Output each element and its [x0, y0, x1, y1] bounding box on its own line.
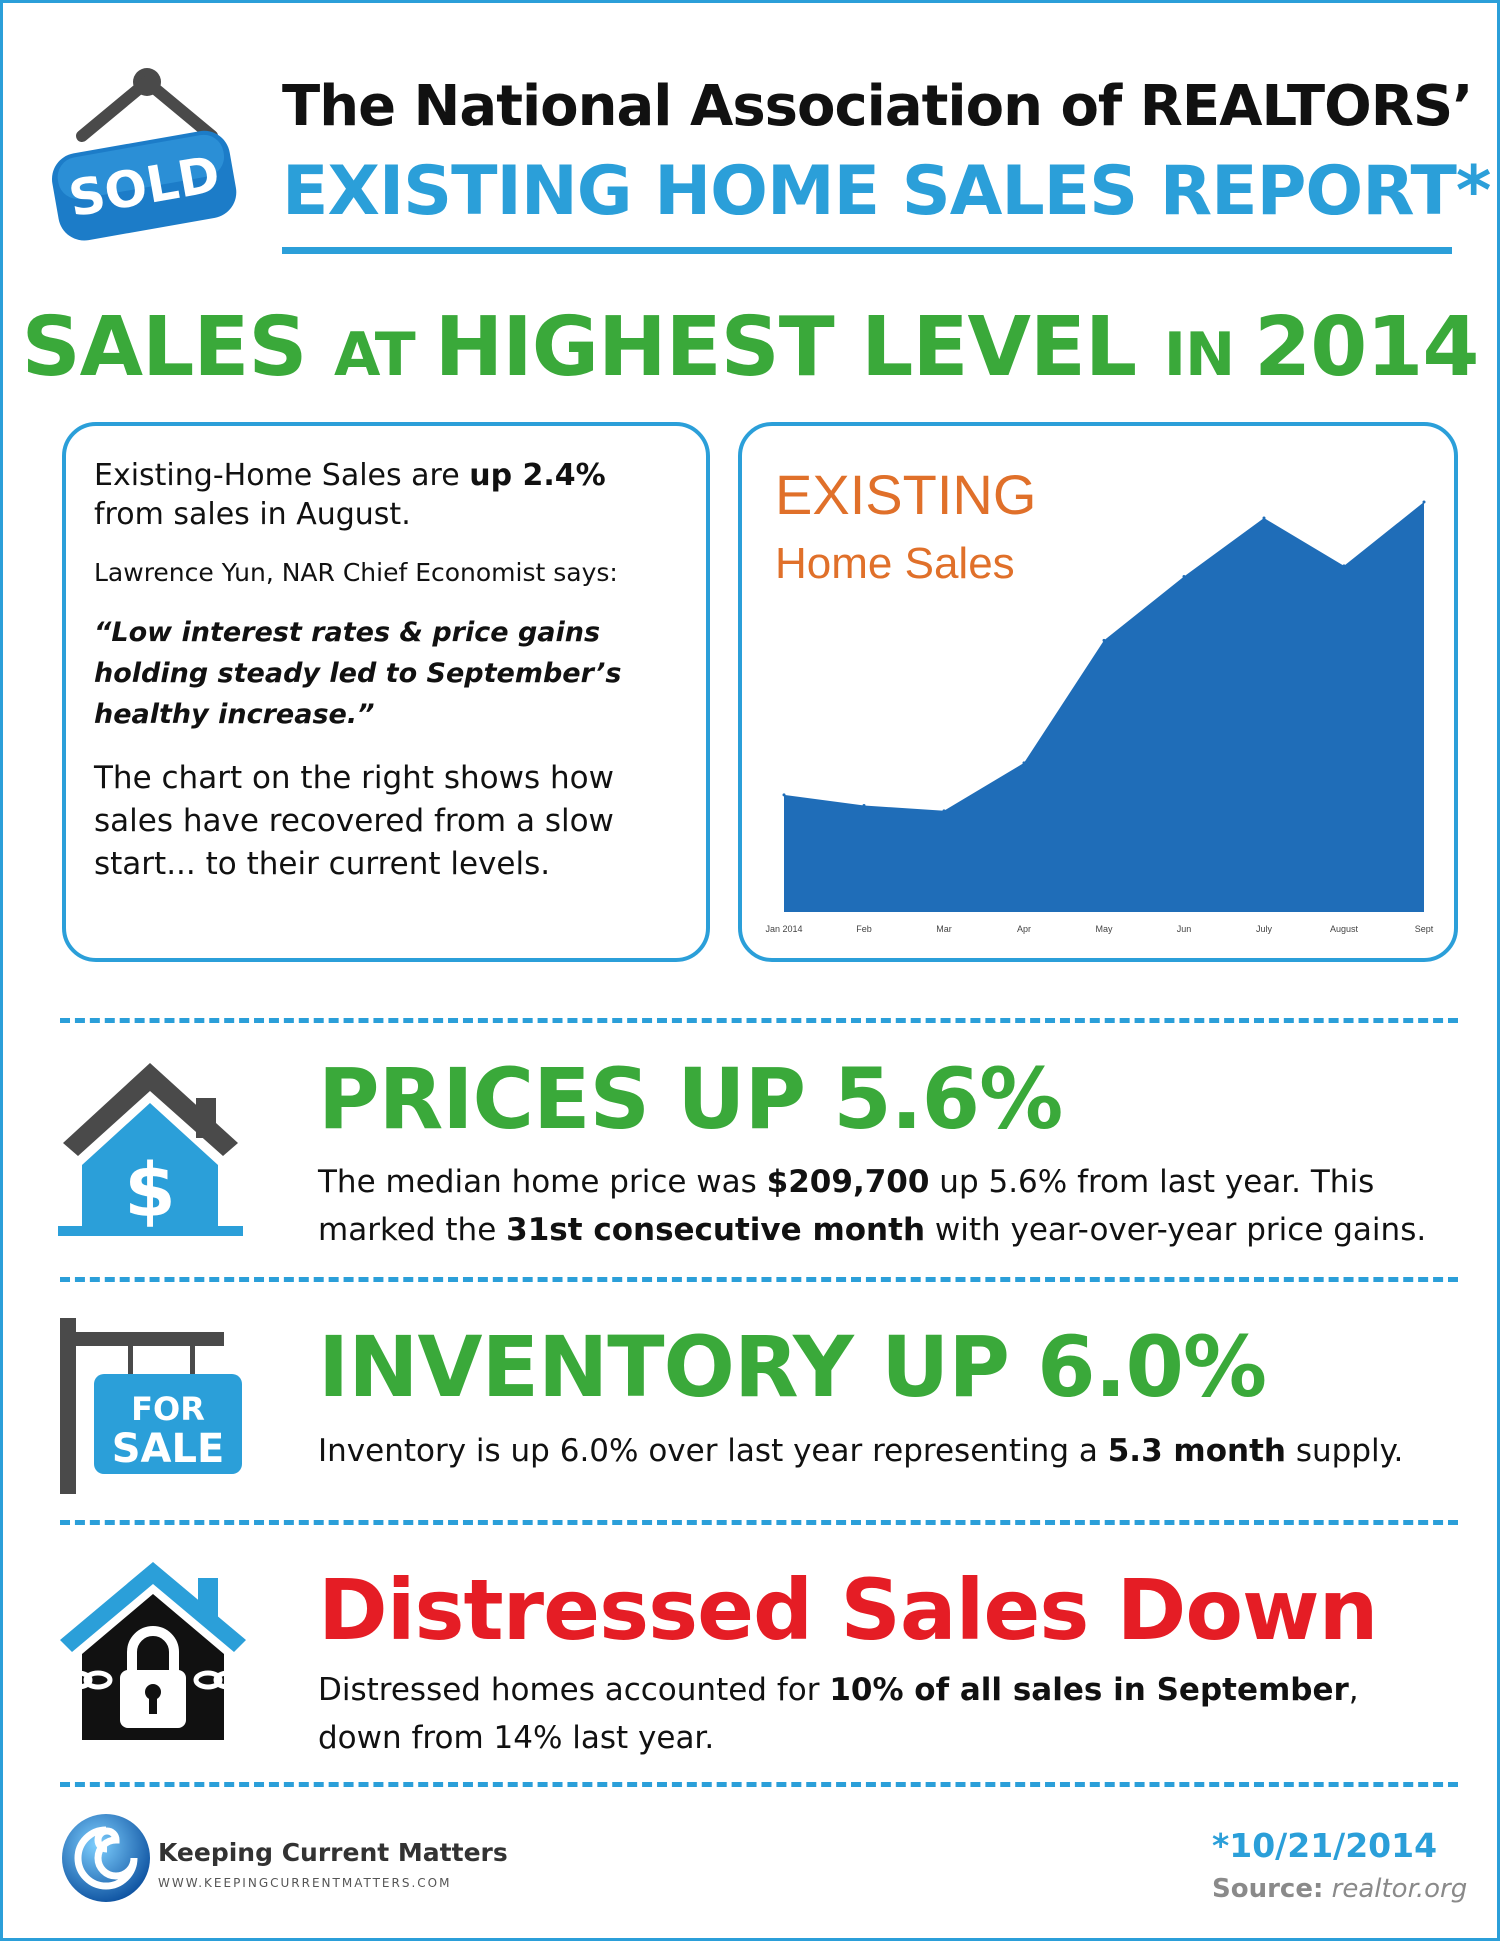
x-tick-label: Feb — [856, 924, 872, 934]
x-tick-label: Jan 2014 — [765, 924, 802, 934]
data-point — [1102, 638, 1106, 642]
data-point — [942, 809, 946, 813]
house-dollar-icon: $ — [58, 1063, 243, 1236]
kcm-logo-icon — [62, 1814, 150, 1902]
inventory-text: Inventory is up 6.0% over last year repr… — [318, 1433, 1404, 1469]
locked-house-icon — [60, 1562, 246, 1740]
x-tick-label: Jun — [1177, 924, 1192, 934]
data-point — [1422, 500, 1426, 504]
existing-home-sales-chart-box: EXISTING Home Sales Jan 2014 Feb Mar Apr May… — [738, 422, 1458, 962]
for-sale-line1: FOR — [131, 1390, 205, 1428]
sales-headline: SALES AT HIGHEST LEVEL IN 2014 — [21, 300, 1480, 395]
source-line: Source: realtor.org — [1212, 1874, 1468, 1904]
for-sale-line2: SALE — [112, 1426, 225, 1472]
prices-text: The median home price was $209,700 up 5.… — [318, 1164, 1427, 1248]
section-divider — [60, 1018, 1458, 1023]
data-point — [1262, 516, 1266, 520]
for-sale-sign-icon: FOR SALE — [60, 1318, 242, 1494]
chart-description: The chart on the right shows how sales h… — [94, 760, 614, 882]
data-point — [1182, 575, 1186, 579]
economist-quote: “Low interest rates & price gains holdin… — [94, 617, 622, 730]
distressed-title: Distressed Sales Down — [318, 1561, 1378, 1659]
report-title: EXISTING HOME SALES REPORT* — [282, 152, 1491, 231]
prices-title: PRICES UP 5.6% — [318, 1050, 1063, 1148]
x-tick-label: July — [1256, 924, 1273, 934]
x-tick-label: Sept — [1415, 924, 1434, 934]
data-point — [1342, 564, 1346, 568]
sales-change-text: Existing-Home Sales are up 2.4% from sal… — [94, 458, 606, 532]
section-divider — [60, 1277, 1458, 1282]
section-divider — [60, 1782, 1458, 1787]
existing-home-sales-chart: EXISTING Home Sales Jan 2014 Feb Mar Apr May… — [765, 463, 1434, 934]
x-tick-label: May — [1095, 924, 1113, 934]
chart-subtitle: Home Sales — [775, 539, 1015, 588]
x-tick-label: Apr — [1017, 924, 1031, 934]
sales-area-series — [784, 502, 1424, 912]
data-point — [862, 804, 866, 807]
chart-title: EXISTING — [775, 463, 1036, 526]
economist-attribution: Lawrence Yun, NAR Chief Economist says: — [94, 558, 618, 587]
data-point — [1022, 761, 1026, 765]
kcm-website: WWW.KEEPINGCURRENTMATTERS.COM — [158, 1876, 452, 1890]
dollar-symbol: $ — [124, 1148, 176, 1234]
data-point — [782, 793, 786, 797]
x-tick-label: Mar — [936, 924, 952, 934]
title-underline — [282, 247, 1452, 254]
inventory-title: INVENTORY UP 6.0% — [318, 1318, 1267, 1416]
x-tick-label: August — [1330, 924, 1359, 934]
kcm-brand-name: Keeping Current Matters — [158, 1838, 508, 1867]
section-divider — [60, 1520, 1458, 1525]
distressed-text: Distressed homes accounted for 10% of al… — [318, 1672, 1359, 1756]
report-date: *10/21/2014 — [1212, 1826, 1438, 1865]
report-organization-title: The National Association of REALTORS’ — [282, 74, 1473, 139]
sold-sign-icon: SOLD — [51, 68, 237, 241]
intro-text-box: Existing-Home Sales are up 2.4% from sal… — [62, 422, 710, 962]
